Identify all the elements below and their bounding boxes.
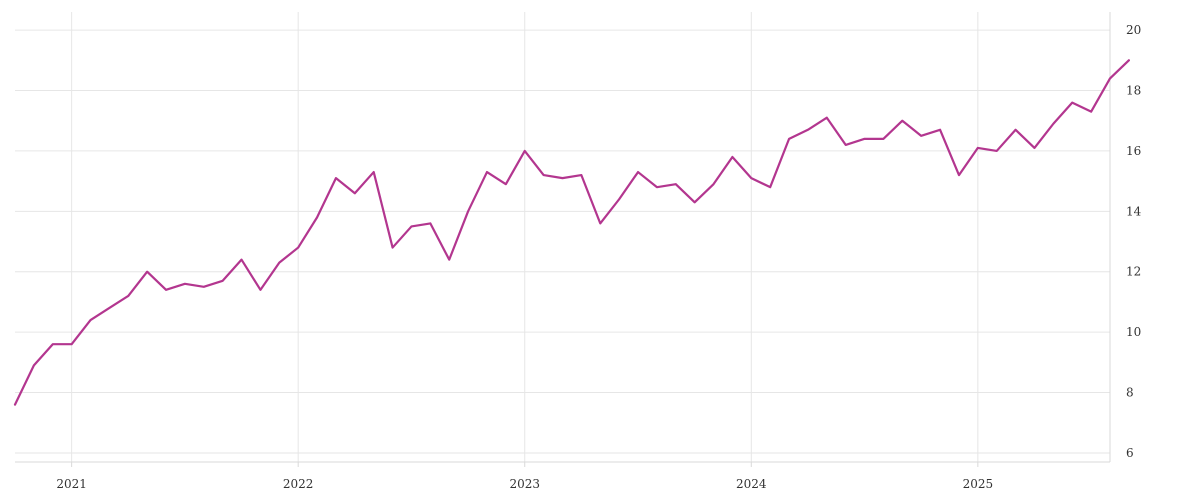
x-tick-label: 2025 (963, 477, 994, 491)
x-tick-label: 2024 (736, 477, 767, 491)
y-tick-label: 16 (1126, 144, 1141, 158)
y-tick-label: 8 (1126, 386, 1134, 400)
y-tick-label: 14 (1126, 204, 1142, 218)
y-tick-label: 18 (1126, 84, 1141, 98)
x-tick-label: 2023 (509, 477, 540, 491)
y-tick-label: 12 (1126, 265, 1141, 279)
y-tick-label: 20 (1126, 23, 1141, 37)
x-tick-label: 2021 (56, 477, 87, 491)
label-layer: 6 8 10 12 14 16 18 20 2021 2022 2023 2024 2025 (56, 23, 1141, 491)
series-line (13, 59, 1130, 406)
grid-layer (15, 12, 1110, 462)
y-tick-label: 6 (1126, 446, 1134, 460)
series-layer (13, 59, 1130, 406)
y-tick-label: 10 (1126, 325, 1141, 339)
axis-layer (15, 12, 1111, 467)
x-tick-label: 2022 (283, 477, 314, 491)
